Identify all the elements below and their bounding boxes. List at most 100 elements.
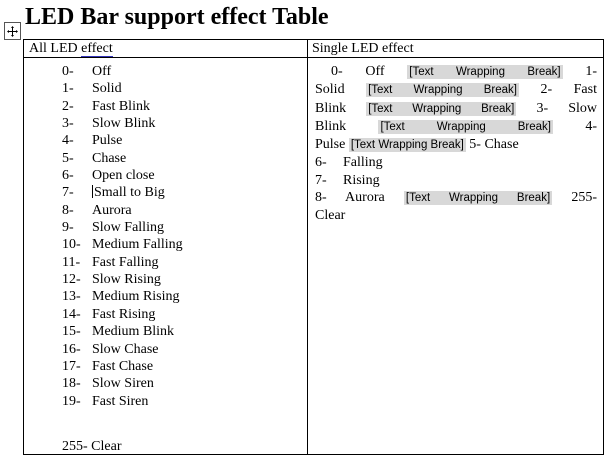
effect-number: 11-: [62, 254, 81, 270]
all-led-effect-item: 8- Aurora: [62, 202, 307, 219]
text-wrapping-break-tag: [Text Wrapping Break]: [348, 138, 466, 153]
single-led-effect-line: 0- Off [Text Wrapping Break] 1-: [315, 63, 597, 81]
effect-name: Chase: [92, 150, 127, 166]
effect-name: Fast Chase: [92, 358, 154, 374]
effect-name: Aurora: [92, 202, 132, 218]
single-led-effect-line: Blink [Text Wrapping Break] 4-: [315, 118, 597, 136]
effect-text: Blink: [315, 100, 367, 116]
effect-number: 9-: [62, 220, 74, 236]
led-effect-table: All LED effect 0- Off 1- Solid 2- Fast Blink 3…: [23, 39, 604, 455]
document-title: LED Bar support effect Table: [25, 4, 329, 30]
effect-number: 15-: [62, 324, 81, 340]
single-led-effect-line: 6- Falling: [315, 154, 597, 171]
effect-text: Solid: [315, 82, 367, 98]
single-led-effect-text[interactable]: 0- Off [Text Wrapping Break] 1- Solid [Te…: [308, 58, 603, 225]
effect-number: 17-: [62, 358, 81, 374]
effect-text: Clear: [315, 208, 346, 224]
effect-number: 7-: [62, 185, 74, 201]
effect-name: Slow Rising: [92, 272, 161, 288]
effect-number: 10-: [62, 237, 81, 253]
effect-number: 5-: [62, 150, 74, 166]
all-led-effect-item: 1- Solid: [62, 80, 307, 97]
all-led-effect-item: 5- Chase: [62, 150, 307, 167]
text-wrapping-break-tag: [Text Wrapping Break]: [366, 101, 517, 116]
all-led-effect-item: 0- Off: [62, 63, 307, 80]
all-led-effect-item: 15- Medium Blink: [62, 323, 307, 340]
effect-name: Slow Falling: [92, 220, 164, 236]
text-wrapping-break-tag: [Text Wrapping Break]: [378, 119, 553, 134]
all-led-effect-list[interactable]: 0- Off 1- Solid 2- Fast Blink 3- Slow Blink 4- Pu…: [24, 58, 307, 454]
effect-text: Pulse: [315, 137, 349, 153]
text-wrapping-break-tag: [Text Wrapping Break]: [366, 83, 519, 98]
effect-number: 19-: [62, 393, 81, 409]
effect-text: 5- Chase: [465, 137, 519, 153]
effect-number: 14-: [62, 306, 81, 322]
all-led-effect-item: 2- Fast Blink: [62, 98, 307, 115]
effect-text: 1-: [562, 64, 597, 79]
text-cursor: [92, 185, 93, 199]
effect-number: 18-: [62, 376, 81, 392]
effect-name: Off: [92, 64, 112, 79]
effect-number: 0-: [62, 64, 74, 79]
all-led-effect-item: 16- Slow Chase: [62, 341, 307, 358]
effect-number: 4-: [62, 133, 74, 149]
effect-name: Slow Chase: [92, 341, 159, 357]
all-led-effect-item: 7- Small to Big: [62, 184, 307, 201]
all-led-effect-item: 17- Fast Chase: [62, 358, 307, 375]
single-led-effect-line: Solid [Text Wrapping Break] 2- Fast: [315, 81, 597, 99]
effect-text: 4-: [553, 118, 597, 134]
effect-name: Open close: [92, 168, 155, 184]
effect-name: Fast Blink: [92, 98, 150, 114]
single-led-effect-line: Clear: [315, 207, 597, 224]
effect-name: Medium Falling: [92, 237, 183, 253]
effect-number: 6-: [315, 155, 327, 171]
effect-name: Fast Siren: [92, 393, 149, 409]
effect-number: 3-: [62, 116, 74, 132]
effect-name: Medium Rising: [92, 289, 180, 305]
effect-text: 255-: [552, 190, 597, 206]
effect-number: 8-: [62, 202, 74, 218]
effect-text: 0- Off: [331, 64, 408, 79]
move-cross-icon: [7, 25, 18, 37]
effect-text: Blink: [315, 118, 379, 134]
column-header-single-led: Single LED effect: [308, 40, 603, 58]
single-led-effect-line: 8- Aurora [Text Wrapping Break] 255-: [315, 189, 597, 207]
effect-name: Falling: [343, 155, 383, 171]
effect-number: 16-: [62, 341, 81, 357]
effect-text: 2- Fast: [518, 82, 597, 98]
all-led-effect-item: 14- Fast Rising: [62, 306, 307, 323]
all-led-effect-item: 19- Fast Siren: [62, 393, 307, 410]
effect-number: 7-: [315, 172, 327, 188]
all-led-effect-item: 6- Open close: [62, 167, 307, 184]
effect-number: 13-: [62, 289, 81, 305]
effect-name: Fast Falling: [92, 254, 159, 270]
effect-name: Pulse: [92, 133, 123, 149]
single-led-effect-line: Blink [Text Wrapping Break] 3- Slow: [315, 100, 597, 118]
all-led-effect-item: 9- Slow Falling: [62, 219, 307, 236]
effect-number: 1-: [62, 81, 74, 97]
effect-text: 3- Slow: [516, 100, 597, 116]
column-header-all-led: All LED effect: [24, 40, 307, 58]
all-led-effect-item: 18- Slow Siren: [62, 375, 307, 392]
effect-name: Slow Blink: [92, 116, 156, 132]
all-led-effect-item: 3- Slow Blink: [62, 115, 307, 132]
all-led-effect-column: All LED effect 0- Off 1- Solid 2- Fast Blink 3…: [24, 40, 308, 454]
all-led-effect-item: 4- Pulse: [62, 132, 307, 149]
all-led-effect-item: 11- Fast Falling: [62, 254, 307, 271]
effect-link[interactable]: effect: [81, 41, 113, 57]
all-led-effect-item: 13- Medium Rising: [62, 288, 307, 305]
single-led-effect-column: Single LED effect 0- Off [Text Wrapping …: [308, 40, 603, 454]
table-move-handle[interactable]: [4, 22, 21, 40]
header-all-led-prefix: All LED: [29, 41, 82, 56]
effect-name: Medium Blink: [92, 324, 175, 340]
effect-number: 6-: [62, 168, 74, 184]
effect-name: Small to Big: [94, 185, 165, 201]
single-led-effect-line: Pulse [Text Wrapping Break] 5- Chase: [315, 136, 597, 154]
text-wrapping-break-tag: [Text Wrapping Break]: [403, 191, 553, 206]
effect-name: Rising: [343, 172, 380, 188]
effect-number: 2-: [62, 98, 74, 114]
all-led-effect-footer: 255- Clear: [62, 438, 122, 454]
text-wrapping-break-tag: [Text Wrapping Break]: [407, 65, 563, 79]
effect-name: Fast Rising: [92, 306, 156, 322]
